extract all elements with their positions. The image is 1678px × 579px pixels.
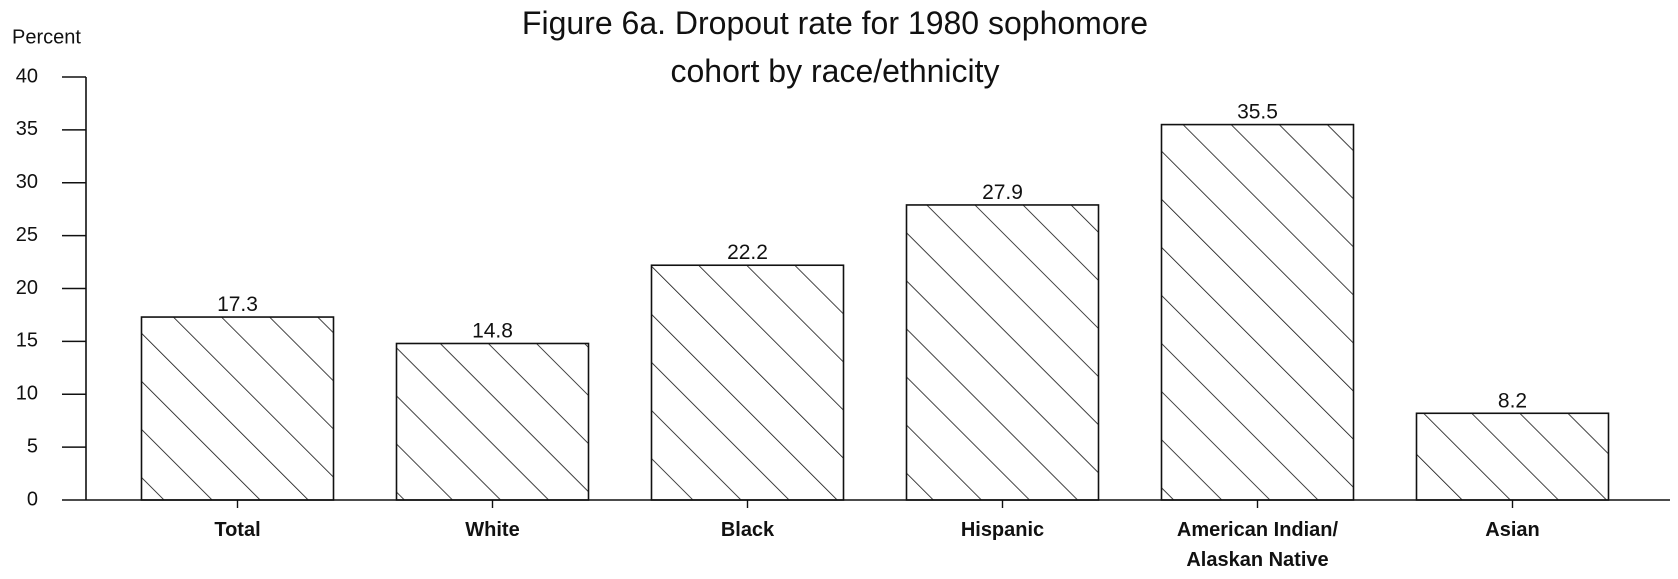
chart-title: Figure 6a. Dropout rate for 1980 sophomo… <box>522 5 1148 41</box>
value-label: 17.3 <box>217 293 258 316</box>
x-tick-label: White <box>465 519 519 541</box>
bar <box>650 264 845 501</box>
bar <box>395 342 590 501</box>
x-tick-label: Hispanic <box>961 519 1044 541</box>
x-tick-label: Alaskan Native <box>1186 549 1328 571</box>
y-tick-label: 35 <box>16 118 38 140</box>
y-tick-label: 15 <box>16 330 38 352</box>
y-tick-label: 20 <box>16 277 38 299</box>
value-label: 22.2 <box>727 241 768 264</box>
x-tick-label: American Indian/ <box>1177 519 1339 541</box>
bar <box>1160 123 1355 501</box>
y-tick-label: 25 <box>16 224 38 246</box>
y-tick-label: 10 <box>16 383 38 405</box>
chart-title: cohort by race/ethnicity <box>670 53 999 89</box>
y-axis-label: Percent <box>12 26 81 48</box>
value-label: 27.9 <box>982 181 1023 204</box>
y-tick-label: 5 <box>27 435 38 457</box>
value-label: 35.5 <box>1237 101 1278 124</box>
y-tick-label: 0 <box>27 488 38 510</box>
value-label: 8.2 <box>1498 389 1527 412</box>
bar <box>140 316 335 501</box>
y-tick-label: 40 <box>16 65 38 87</box>
y-tick-label: 30 <box>16 171 38 193</box>
x-tick-label: Asian <box>1485 519 1539 541</box>
plot-area: 0 5 10 15 20 25 30 35 40 Total 17.3 White 14.8 Black 2… <box>16 65 1670 571</box>
bar <box>1415 412 1610 501</box>
x-tick-label: Black <box>721 519 775 541</box>
value-label: 14.8 <box>472 319 513 342</box>
x-tick-label: Total <box>214 519 260 541</box>
bar <box>905 204 1100 501</box>
